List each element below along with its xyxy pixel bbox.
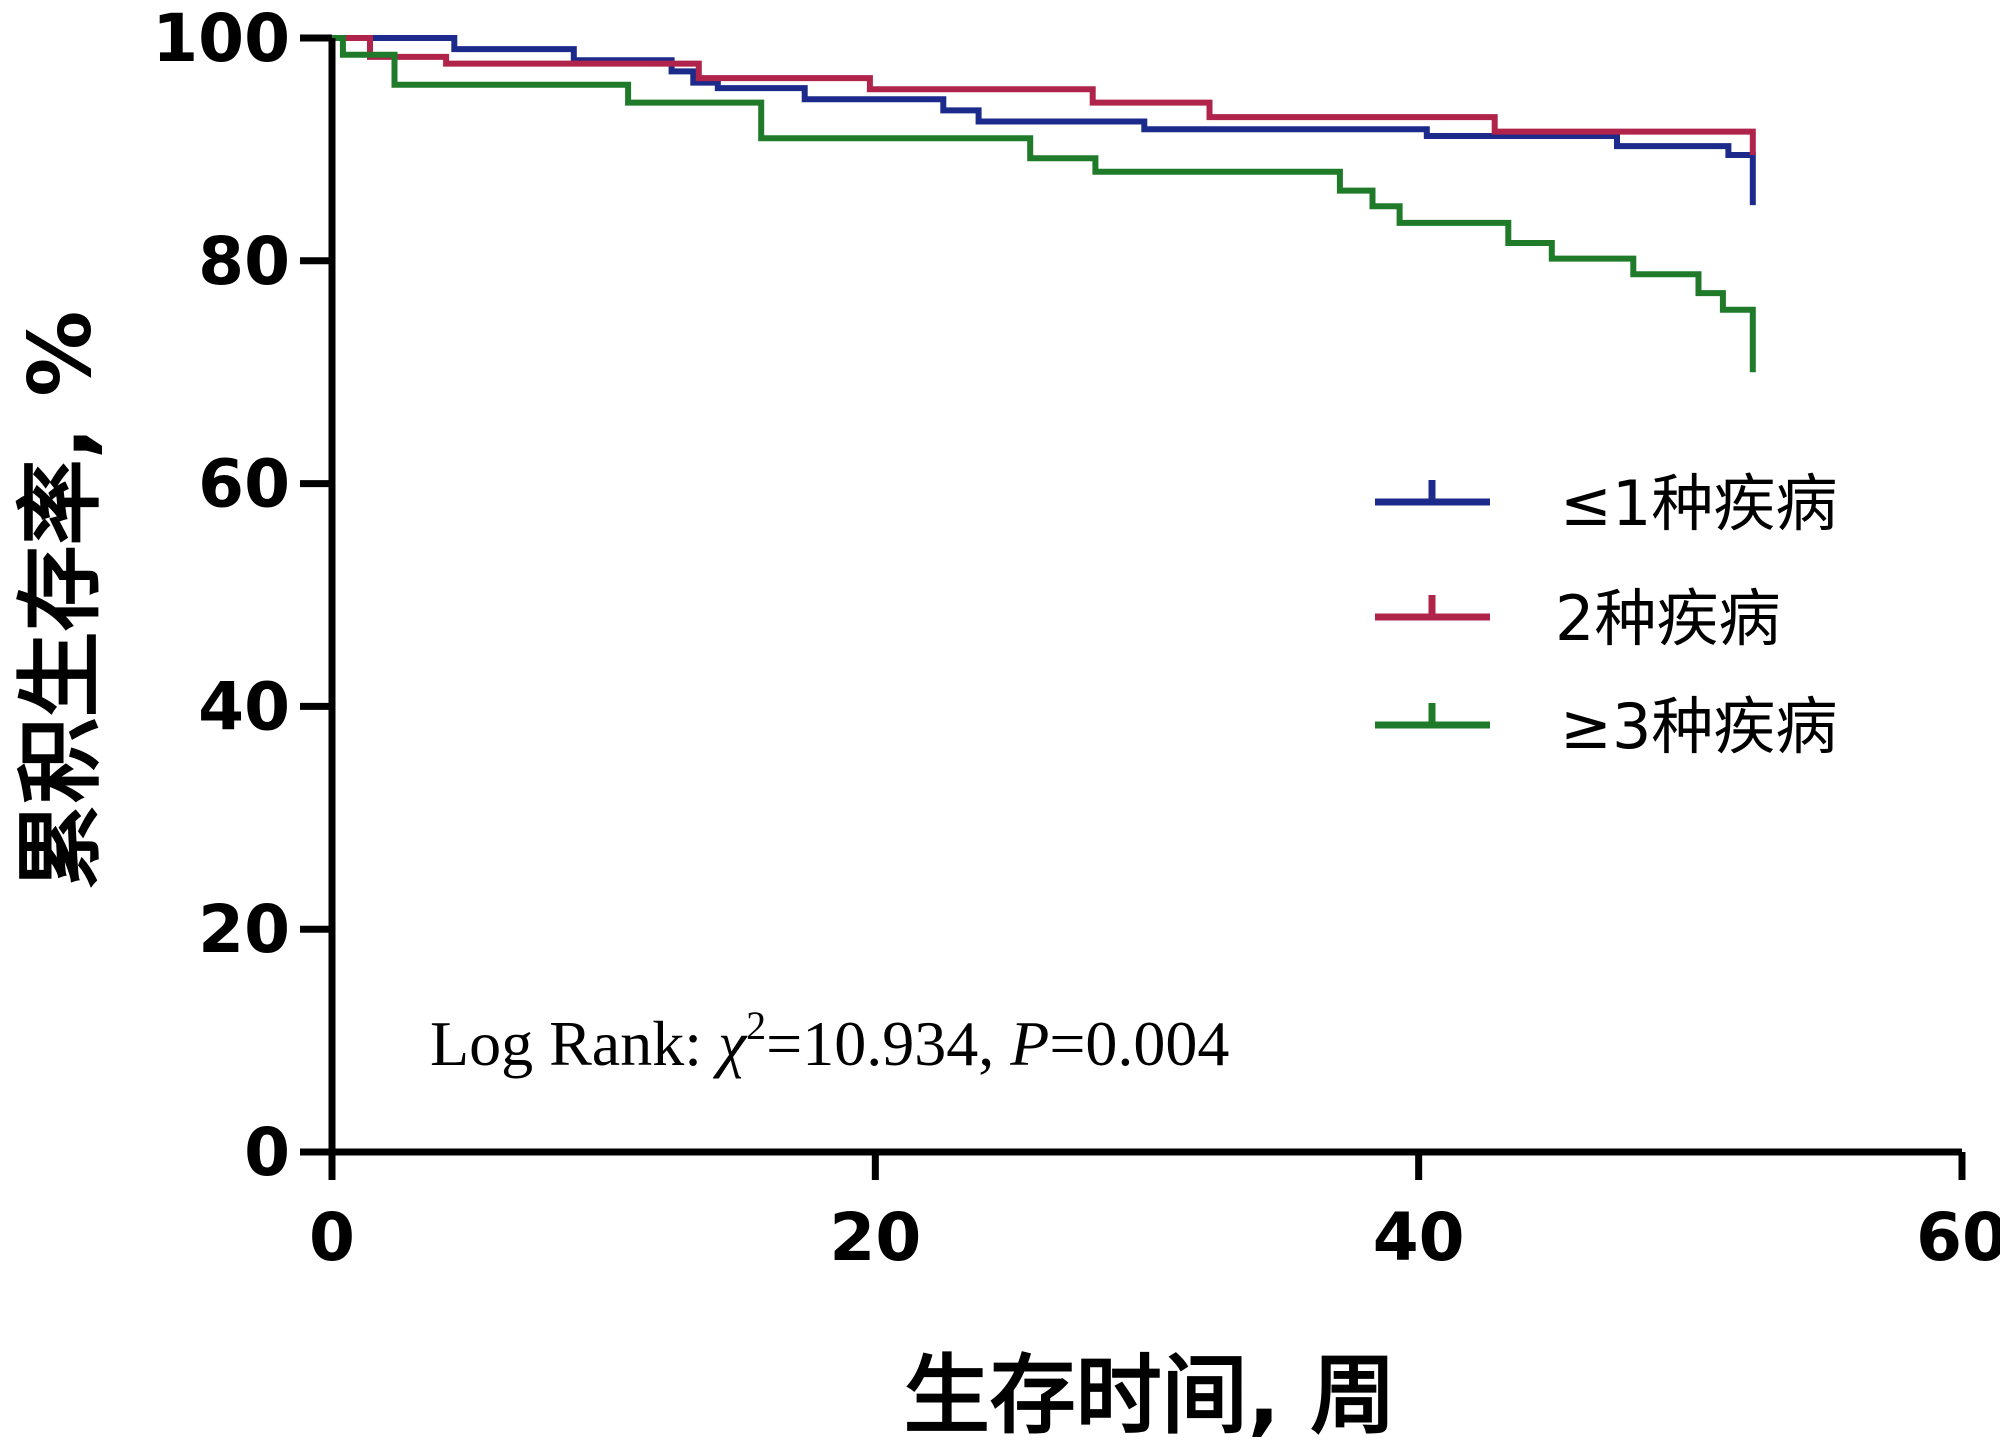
y-tick-label: 100	[152, 0, 290, 77]
y-tick-label: 20	[198, 891, 290, 968]
legend-item-ge3: ≥3种疾病	[1375, 690, 1837, 763]
legend-label-2: 2种疾病	[1555, 582, 1780, 655]
x-tick-label: 60	[1916, 1199, 2000, 1276]
axes	[328, 38, 1962, 1156]
y-axis-title: 累积生存率, %	[11, 311, 111, 890]
log-rank-annotation: Log Rank: χ2=10.934, P=0.004	[430, 1003, 1229, 1079]
annotation-p: P	[1009, 1008, 1049, 1079]
legend-item-2: 2种疾病	[1375, 582, 1780, 655]
annotation-chi-value: =10.934,	[766, 1008, 1010, 1079]
series-line-0	[332, 35, 1756, 206]
series-layer	[332, 35, 1756, 373]
series-line-2	[332, 35, 1756, 373]
legend-label-le1: ≤1种疾病	[1560, 467, 1837, 540]
y-tick-label: 80	[198, 223, 290, 300]
annotation-chi-sup: 2	[746, 1003, 766, 1048]
legend: ≤1种疾病 2种疾病 ≥3种疾病	[1375, 467, 1837, 763]
y-tick-label: 0	[244, 1114, 290, 1191]
legend-label-ge3: ≥3种疾病	[1560, 690, 1837, 763]
x-tick-label: 20	[829, 1199, 921, 1276]
y-tick-label: 40	[198, 668, 290, 745]
series-line-1	[332, 35, 1756, 155]
axis-ticks: 0 20 40 60 80 100 0 20 40 60	[152, 0, 2000, 1276]
annotation-prefix: Log Rank:	[430, 1008, 718, 1079]
legend-item-le1: ≤1种疾病	[1375, 467, 1837, 540]
x-axis-title: 生存时间, 周	[904, 1346, 1397, 1442]
y-tick-label: 60	[198, 446, 290, 523]
annotation-p-value: =0.004	[1049, 1008, 1229, 1079]
annotation-chi: χ	[712, 1008, 748, 1079]
x-tick-label: 0	[309, 1199, 355, 1276]
x-tick-label: 40	[1373, 1199, 1465, 1276]
